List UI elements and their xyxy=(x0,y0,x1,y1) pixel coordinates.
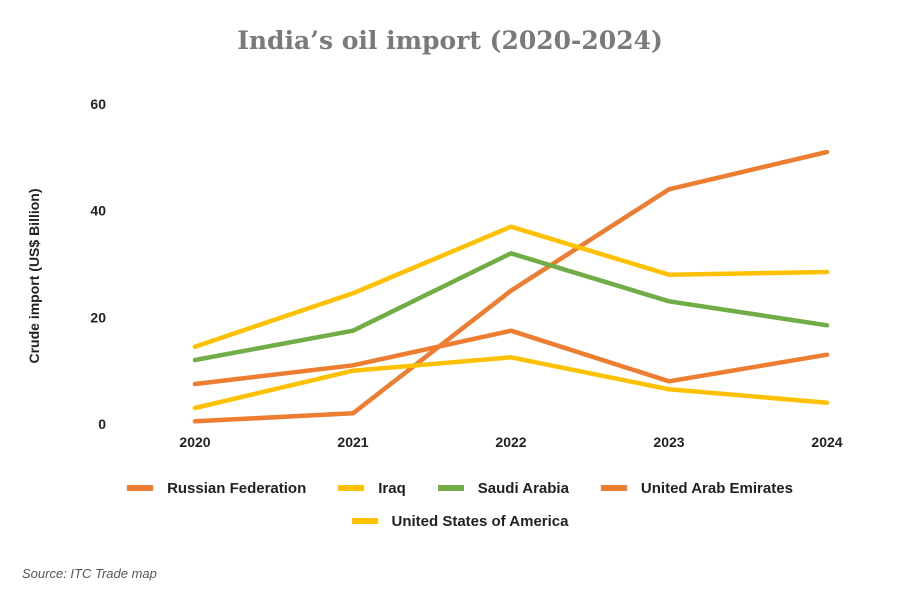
legend-label: Russian Federation xyxy=(167,479,307,497)
y-tick-label: 40 xyxy=(90,203,106,219)
legend-item: Russian Federation xyxy=(127,480,306,497)
series-line-iraq xyxy=(192,224,830,349)
legend-swatch xyxy=(338,485,365,491)
legend-label: United States of America xyxy=(391,512,569,530)
y-axis-label: Crude import (US$ Billion) xyxy=(26,188,42,364)
y-tick-label: 0 xyxy=(98,416,106,432)
x-tick-label: 2021 xyxy=(337,434,368,450)
legend-label: Saudi Arabia xyxy=(477,479,569,497)
legend-row: United States of America xyxy=(40,509,880,533)
legend-swatch xyxy=(437,485,464,491)
chart-title: India’s oil import (2020-2024) xyxy=(237,26,663,55)
x-tick-label: 2023 xyxy=(653,434,684,450)
y-tick-label: 60 xyxy=(90,96,106,112)
line-chart: 0 20 40 60 2020 2021 2022 2023 2024 xyxy=(90,96,842,450)
series-line-russian-federation xyxy=(192,149,830,424)
x-tick-label: 2024 xyxy=(811,434,842,450)
legend-item: Saudi Arabia xyxy=(437,479,569,497)
series-lines xyxy=(192,149,830,424)
x-tick-label: 2020 xyxy=(179,434,210,450)
series-line-saudi-arabia xyxy=(192,251,830,363)
legend-label: Iraq xyxy=(378,479,406,497)
x-axis-ticks: 2020 2021 2022 2023 2024 xyxy=(179,434,842,450)
legend-swatch xyxy=(351,518,378,524)
y-tick-label: 20 xyxy=(90,309,106,325)
series-line-united-states-of-america xyxy=(192,355,830,411)
x-tick-label: 2022 xyxy=(495,434,526,450)
legend-item: United Arab Emirates xyxy=(600,479,793,497)
y-axis-ticks: 0 20 40 60 xyxy=(90,96,106,432)
source-note: Source: ITC Trade map xyxy=(22,566,157,581)
legend-swatch xyxy=(600,485,627,491)
legend: Russian Federation Iraq Saudi Arabia United… xyxy=(40,476,880,542)
legend-swatch xyxy=(127,485,154,491)
legend-item: Iraq xyxy=(338,480,406,497)
legend-item: United States of America xyxy=(351,512,569,530)
legend-row: Russian Federation Iraq Saudi Arabia United… xyxy=(40,476,880,500)
legend-label: United Arab Emirates xyxy=(640,479,793,497)
series-line-united-arab-emirates xyxy=(192,328,830,387)
